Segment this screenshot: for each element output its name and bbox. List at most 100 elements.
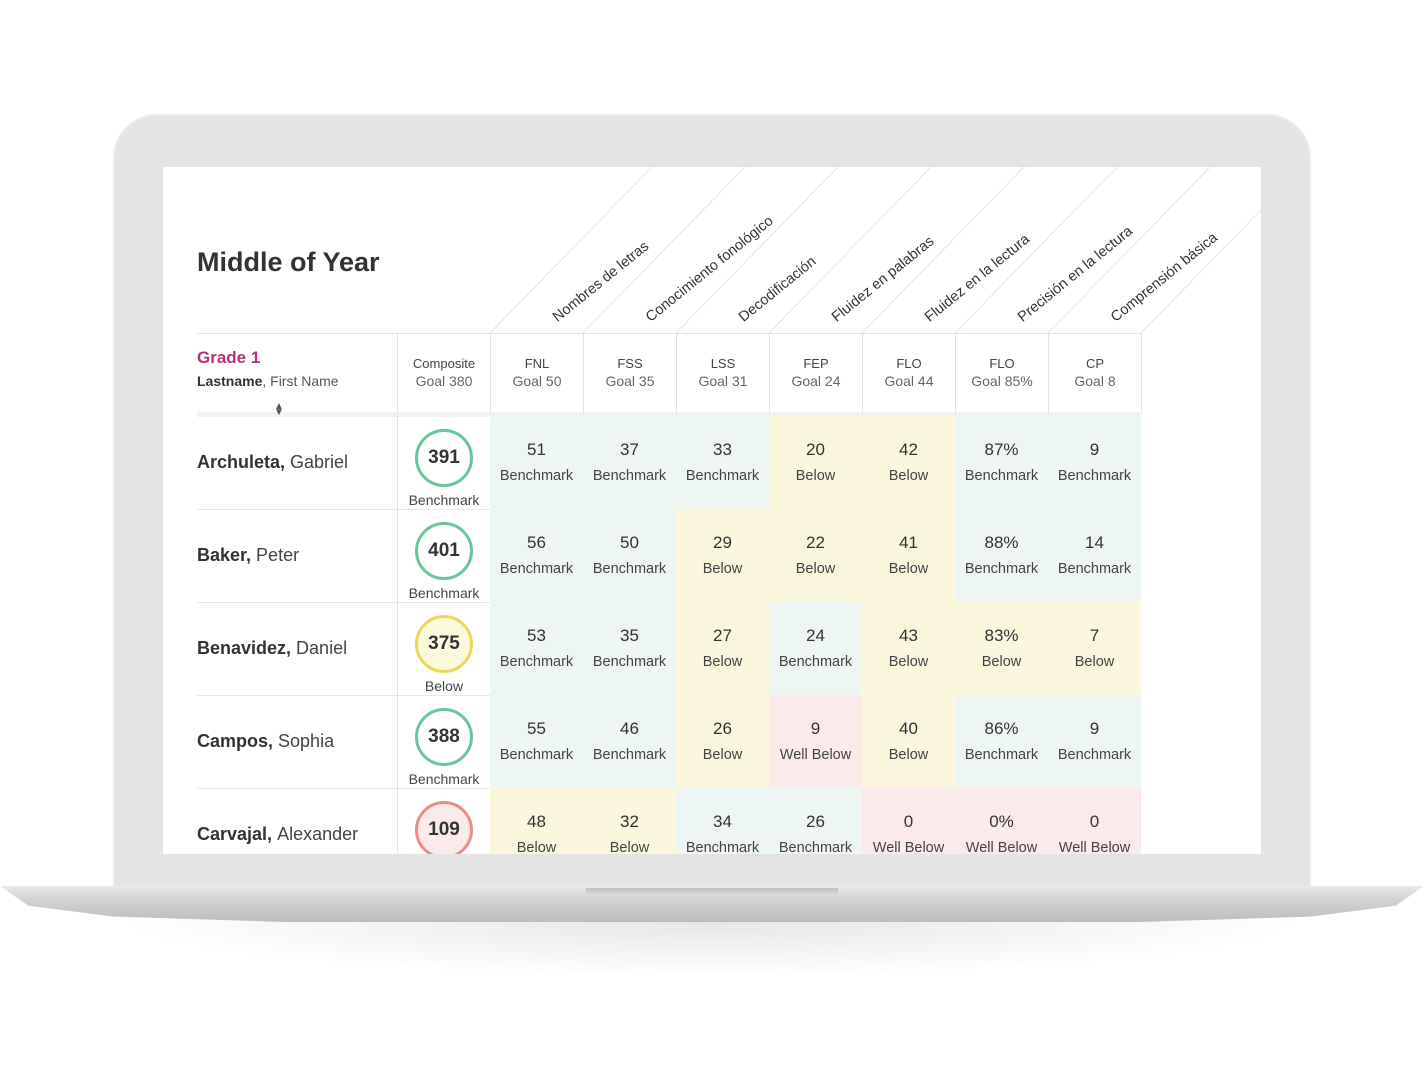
composite-cell[interactable]: 375 Below [397,602,490,695]
score-status-label: Benchmark [499,654,574,670]
diagonal-divider [675,167,839,334]
score-cell[interactable]: 46 Benchmark [583,695,676,788]
score-cell[interactable]: 86% Benchmark [955,695,1048,788]
diagonal-divider [1047,167,1211,334]
score-value: 46 [620,719,639,738]
student-name[interactable]: Campos, Sophia [197,695,397,787]
score-cell[interactable]: 9 Benchmark [1048,416,1141,509]
laptop-screen: Middle of Year Nombres de letras Conocimi… [163,167,1261,854]
column-header-composite[interactable]: Composite Goal 380 [397,334,490,412]
header-right-border [1141,334,1142,412]
score-cell[interactable]: 88% Benchmark [955,509,1048,602]
column-header-lss[interactable]: LSS Goal 31 [676,334,769,412]
score-status-label: Benchmark [592,561,667,577]
score-cell[interactable]: 0% Well Below [955,788,1048,854]
table-row[interactable]: Archuleta, Gabriel 391 Benchmark 51 Benchmark… [197,416,1142,510]
sort-icon[interactable]: ▲ ▼ [274,401,284,418]
student-last-name: Baker, [197,544,252,565]
score-cell[interactable]: 43 Below [862,602,955,695]
composite-cell[interactable]: 388 Benchmark [397,695,490,788]
laptop-shadow [110,918,1314,978]
composite-status-label: Below [424,678,464,694]
column-header-flo[interactable]: FLO Goal 44 [862,334,955,412]
composite-status-label: Benchmark [408,492,480,508]
score-value: 7 [1089,626,1100,645]
student-name[interactable]: Carvajal, Alexander [197,788,397,854]
diagonal-divider [768,167,932,334]
score-cell[interactable]: 50 Benchmark [583,509,676,602]
score-cell[interactable]: 20 Below [769,416,862,509]
score-status-label: Below [702,561,743,577]
column-header-fss[interactable]: FSS Goal 35 [583,334,676,412]
score-value: 51 [527,440,546,459]
score-cell[interactable]: 0 Well Below [862,788,955,854]
composite-cell[interactable]: 391 Benchmark [397,416,490,509]
score-value: 83% [984,626,1019,645]
table-row[interactable]: Benavidez, Daniel 375 Below 53 Benchmark 35 Ben… [197,602,1142,696]
score-cell[interactable]: 33 Benchmark [676,416,769,509]
score-value: 26 [806,812,825,831]
score-value: 50 [620,533,639,552]
score-cell[interactable]: 29 Below [676,509,769,602]
composite-score-badge: 391 [415,429,473,487]
table-row[interactable]: Baker, Peter 401 Benchmark 56 Benchmark 50 Benc… [197,509,1142,603]
score-cell[interactable]: 51 Benchmark [490,416,583,509]
score-status-label: Benchmark [1057,468,1132,484]
score-cell[interactable]: 87% Benchmark [955,416,1048,509]
score-cell[interactable]: 26 Below [676,695,769,788]
score-cell[interactable]: 40 Below [862,695,955,788]
score-value: 9 [1089,719,1100,738]
score-cell[interactable]: 53 Benchmark [490,602,583,695]
composite-score-badge: 375 [415,615,473,673]
score-cell[interactable]: 56 Benchmark [490,509,583,602]
column-code: FLO [989,356,1015,371]
score-cell[interactable]: 41 Below [862,509,955,602]
column-header-fep[interactable]: FEP Goal 24 [769,334,862,412]
score-cell[interactable]: 37 Benchmark [583,416,676,509]
score-cell[interactable]: 32 Below [583,788,676,854]
score-status-label: Below [888,561,929,577]
column-goal: Goal 24 [791,373,841,389]
table-row[interactable]: Campos, Sophia 388 Benchmark 55 Benchmark 46 Be… [197,695,1142,789]
column-header-cp[interactable]: CP Goal 8 [1048,334,1141,412]
score-status-label: Benchmark [592,468,667,484]
score-value: 26 [713,719,732,738]
score-cell[interactable]: 34 Benchmark [676,788,769,854]
score-cell[interactable]: 27 Below [676,602,769,695]
score-value: 0 [1089,812,1100,831]
score-cell[interactable]: 7 Below [1048,602,1141,695]
sort-name-label[interactable]: Lastname, First Name [197,373,397,389]
composite-cell[interactable]: 401 Benchmark [397,509,490,602]
score-cell[interactable]: 42 Below [862,416,955,509]
score-value: 55 [527,719,546,738]
composite-score-badge: 388 [415,708,473,766]
score-cell[interactable]: 14 Benchmark [1048,509,1141,602]
composite-cell[interactable]: 109Well Below [397,788,490,854]
student-first-name: Sophia [278,730,335,751]
score-cell[interactable]: 55 Benchmark [490,695,583,788]
column-goal: Goal 380 [415,373,473,389]
column-header-fnl[interactable]: FNL Goal 50 [490,334,583,412]
score-cell[interactable]: 83% Below [955,602,1048,695]
student-first-name: Gabriel [290,451,349,472]
diagonal-divider [1140,209,1261,334]
table-row[interactable]: Carvajal,Alexander109Well Below48Below32… [197,788,1142,854]
score-cell[interactable]: 24 Benchmark [769,602,862,695]
column-goal: Goal 44 [884,373,934,389]
student-name[interactable]: Archuleta, Gabriel [197,416,397,508]
score-status-label: Well Below [872,840,945,854]
score-cell[interactable]: 48 Below [490,788,583,854]
score-cell[interactable]: 9 Well Below [769,695,862,788]
student-name[interactable]: Baker, Peter [197,509,397,601]
score-cell[interactable]: 22 Below [769,509,862,602]
student-last-name: Benavidez, [197,637,292,658]
score-cell[interactable]: 0 Well Below [1048,788,1141,854]
score-value: 24 [806,626,825,645]
score-cell[interactable]: 35 Benchmark [583,602,676,695]
column-code: LSS [710,356,736,371]
score-cell[interactable]: 9 Benchmark [1048,695,1141,788]
score-cell[interactable]: 26 Benchmark [769,788,862,854]
student-name[interactable]: Benavidez, Daniel [197,602,397,694]
table-header-row: Grade 1 Lastname, First Name ▲ ▼ Composit… [197,333,1142,418]
column-header-flo[interactable]: FLO Goal 85% [955,334,1048,412]
